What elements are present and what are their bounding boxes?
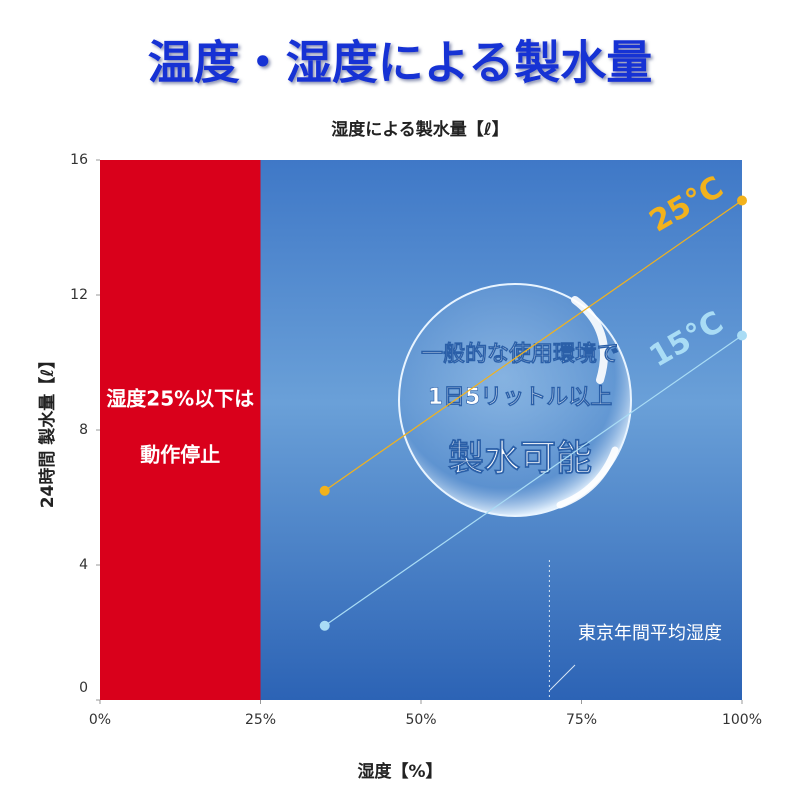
data-point	[737, 195, 747, 206]
bubble-text: 製水可能	[448, 438, 592, 479]
bubble-highlight	[556, 446, 619, 509]
y-tick-label: 12	[70, 287, 88, 303]
chart-title: 温度・湿度による製水量	[148, 36, 653, 90]
region-label: 動作停止	[140, 443, 220, 467]
data-point	[737, 330, 747, 341]
bubble-highlight	[571, 296, 609, 384]
data-point	[319, 485, 330, 496]
x-tick-label: 0%	[89, 712, 111, 728]
bubble-text: 一般的な使用環境で	[421, 341, 619, 367]
y-tick-label: 8	[79, 422, 88, 438]
bubble-text: 1日5リットル以上	[428, 385, 613, 410]
y-tick-label: 4	[79, 557, 88, 573]
data-point	[319, 620, 330, 631]
shaded-region	[100, 160, 261, 700]
x-tick-label: 25%	[245, 712, 276, 728]
series-line	[324, 335, 743, 627]
x-tick-label: 75%	[566, 712, 597, 728]
x-tick-label: 100%	[722, 712, 762, 728]
y-tick-label: 0	[79, 680, 88, 696]
annotation-arrow	[549, 664, 576, 691]
series-line	[324, 200, 743, 492]
annotation: 東京年間平均湿度	[578, 623, 722, 644]
bubble	[398, 283, 632, 517]
x-axis-label: 湿度【%】	[357, 761, 442, 782]
y-tick-label: 16	[70, 152, 88, 168]
y-axis-label: 24時間 製水量【ℓ】	[37, 352, 58, 509]
chart-subtitle: 湿度による製水量【ℓ】	[331, 119, 509, 140]
x-tick-label: 50%	[405, 712, 436, 728]
region-label: 湿度25%以下は	[106, 387, 254, 411]
